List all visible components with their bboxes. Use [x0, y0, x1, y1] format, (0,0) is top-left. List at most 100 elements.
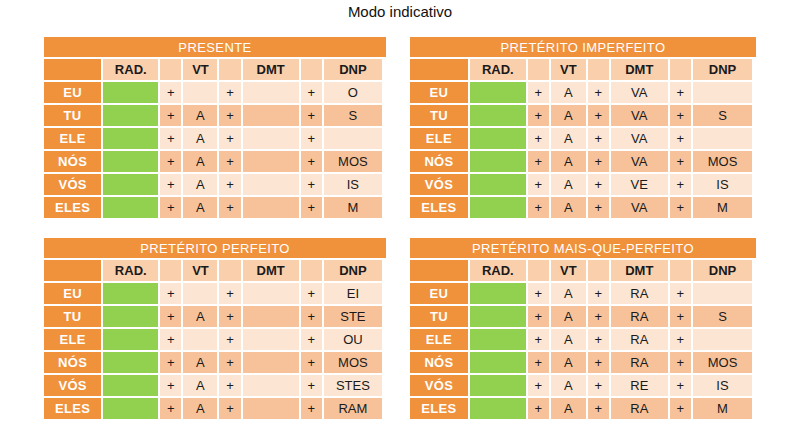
plus-cell: + [670, 151, 691, 172]
person-cell: NÓS [410, 352, 468, 373]
radical-cell [103, 352, 158, 373]
column-header-cell: VT [183, 260, 217, 281]
plus-cell: + [219, 398, 240, 419]
plus-cell: + [528, 105, 549, 126]
column-header-cell: RAD. [103, 260, 158, 281]
plus-cell: + [528, 197, 549, 218]
vt-cell: A [551, 352, 586, 373]
vt-cell: A [551, 174, 586, 195]
table-row: EU+A+RA+ [410, 283, 752, 304]
dmt-cell: RA [611, 352, 668, 373]
table-row: ELES+A++RAM [44, 398, 382, 419]
column-header-cell: DNP [324, 260, 382, 281]
plus-cell: + [219, 151, 240, 172]
dnp-cell: OU [324, 329, 382, 350]
vt-cell: A [551, 375, 586, 396]
person-cell: VÓS [44, 174, 101, 195]
plus-cell: + [528, 352, 549, 373]
plus-cell: + [588, 352, 609, 373]
person-cell: VÓS [410, 174, 468, 195]
plus-cell: + [160, 375, 181, 396]
plus-cell: + [528, 82, 549, 103]
dmt-cell [243, 197, 299, 218]
radical-cell [103, 128, 158, 149]
table-title-bar: PRETÉRITO MAIS-QUE-PERFEITO [410, 238, 756, 258]
vt-cell: A [183, 352, 217, 373]
plus-cell: + [160, 283, 181, 304]
vt-cell: A [183, 375, 217, 396]
dmt-cell [243, 174, 299, 195]
dnp-cell [693, 82, 752, 103]
vt-cell: A [551, 128, 586, 149]
dnp-cell: MOS [324, 151, 382, 172]
person-cell: ELES [410, 197, 468, 218]
person-cell: TU [410, 105, 468, 126]
radical-cell [103, 174, 158, 195]
radical-cell [470, 128, 526, 149]
column-header-cell [301, 59, 322, 80]
table-row: TU+A+VA+S [410, 105, 752, 126]
person-cell: VÓS [410, 375, 468, 396]
plus-cell: + [160, 306, 181, 327]
dmt-cell [243, 82, 299, 103]
person-cell: VÓS [44, 375, 101, 396]
plus-cell: + [301, 306, 322, 327]
dnp-cell: M [324, 197, 382, 218]
plus-cell: + [301, 283, 322, 304]
dnp-cell: M [693, 197, 752, 218]
plus-cell: + [219, 174, 240, 195]
vt-cell: A [551, 283, 586, 304]
vt-cell: A [183, 398, 217, 419]
conjugation-grid: RAD.VTDMTDNPEU+++EITU+A++STEELE+++OUNÓS+… [42, 258, 384, 421]
dnp-cell [693, 329, 752, 350]
radical-cell [470, 151, 526, 172]
radical-cell [103, 329, 158, 350]
dnp-cell [693, 128, 752, 149]
plus-cell: + [528, 283, 549, 304]
table-presente: PRESENTERAD.VTDMTDNPEU+++OTU+A++SELE+A++… [44, 37, 386, 220]
person-cell: TU [410, 306, 468, 327]
plus-cell: + [588, 398, 609, 419]
plus-cell: + [670, 197, 691, 218]
plus-cell: + [219, 375, 240, 396]
dnp-cell: O [324, 82, 382, 103]
radical-cell [470, 283, 526, 304]
plus-cell: + [588, 306, 609, 327]
vt-cell: A [183, 174, 217, 195]
plus-cell: + [160, 151, 181, 172]
person-cell: ELES [410, 398, 468, 419]
table-row: EU+++O [44, 82, 382, 103]
table-row: NÓS+A++MOS [44, 151, 382, 172]
plus-cell: + [219, 128, 240, 149]
table-title-bar: PRESENTE [44, 37, 386, 57]
table-row: EU+A+VA+ [410, 82, 752, 103]
corner-cell [410, 260, 468, 281]
vt-cell: A [183, 128, 217, 149]
vt-cell: A [183, 306, 217, 327]
plus-cell: + [528, 174, 549, 195]
plus-cell: + [160, 329, 181, 350]
radical-cell [103, 105, 158, 126]
plus-cell: + [301, 398, 322, 419]
plus-cell: + [588, 105, 609, 126]
dmt-cell: RA [611, 398, 668, 419]
vt-cell: A [183, 151, 217, 172]
table-row: ELE+++OU [44, 329, 382, 350]
plus-cell: + [588, 128, 609, 149]
dmt-cell [243, 375, 299, 396]
vt-cell: A [551, 398, 586, 419]
dmt-cell [243, 151, 299, 172]
column-header-cell [588, 59, 609, 80]
table-row: NÓS+A++MOS [44, 352, 382, 373]
vt-cell: A [551, 105, 586, 126]
column-header-cell [588, 260, 609, 281]
dnp-cell: S [693, 306, 752, 327]
dnp-cell [324, 128, 382, 149]
dnp-cell: STES [324, 375, 382, 396]
column-header-cell: DMT [243, 260, 299, 281]
plus-cell: + [301, 105, 322, 126]
radical-cell [103, 283, 158, 304]
plus-cell: + [301, 352, 322, 373]
conjugation-grid: RAD.VTDMTDNPEU+A+RA+TU+A+RA+SELE+A+RA+NÓ… [408, 258, 754, 421]
dnp-cell: IS [693, 375, 752, 396]
